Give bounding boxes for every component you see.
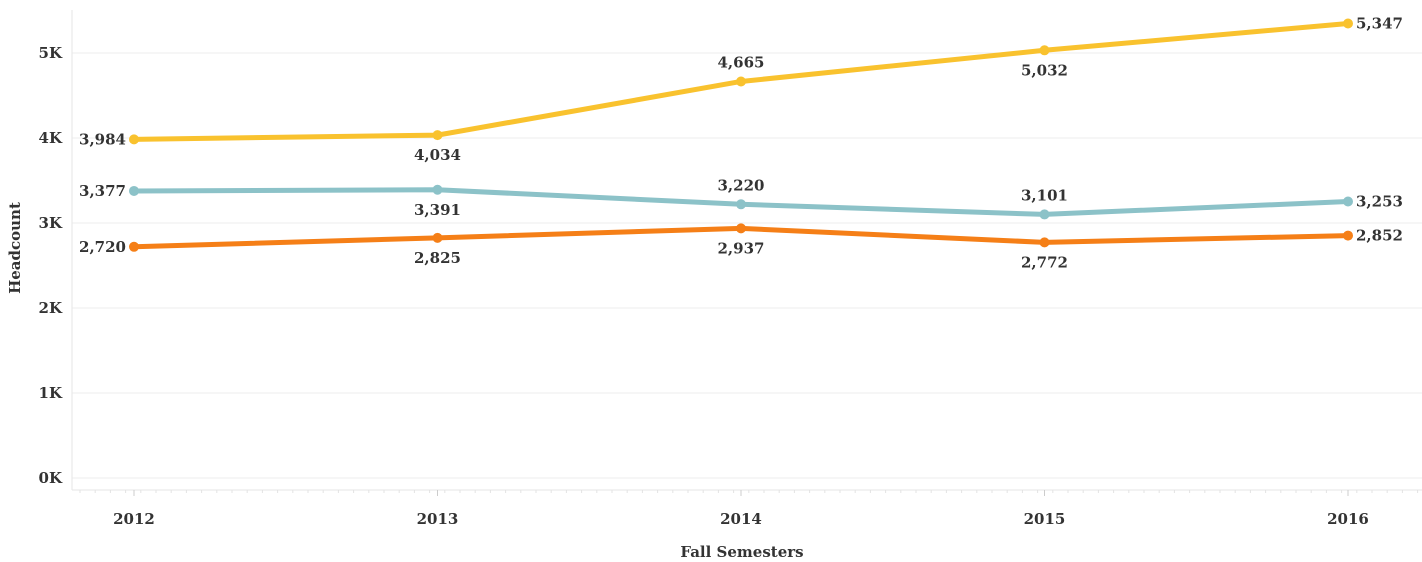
data-labels: 3,984 4,034 4,665 5,032 5,347 3,377 3,391 3,220…: [79, 15, 1403, 272]
data-point: [1343, 18, 1353, 29]
y-tick-label: 2K: [39, 299, 63, 317]
y-tick-label: 1K: [39, 384, 63, 402]
data-label: 3,984: [79, 130, 126, 148]
y-tick-label: 0K: [39, 469, 63, 487]
data-point: [1343, 196, 1353, 207]
x-tick-label: 2016: [1327, 510, 1369, 528]
data-point: [129, 134, 139, 145]
data-label: 3,220: [718, 176, 765, 194]
data-point: [736, 76, 746, 87]
data-label: 3,253: [1356, 192, 1403, 210]
data-point: [1039, 237, 1050, 248]
data-label: 2,772: [1021, 253, 1068, 271]
data-point: [736, 223, 746, 234]
axes: 0K 1K 2K 3K 4K 5K 2012 2013 2014 2015 2016: [39, 10, 1422, 528]
data-label: 4,665: [718, 53, 765, 71]
y-tick-label: 3K: [39, 214, 63, 232]
gridlines: [72, 52, 1422, 479]
data-point: [432, 184, 443, 195]
data-label: 5,347: [1356, 15, 1403, 33]
data-point: [129, 185, 139, 196]
x-tick-label: 2012: [113, 510, 155, 528]
data-point: [129, 241, 139, 252]
data-label: 2,852: [1356, 227, 1403, 245]
data-point: [1039, 209, 1050, 220]
data-label: 3,391: [414, 201, 461, 219]
y-axis-title: Headcount: [6, 202, 24, 294]
data-label: 5,032: [1021, 61, 1068, 79]
x-tick-label: 2013: [417, 510, 459, 528]
data-label: 3,101: [1021, 186, 1068, 204]
data-label: 2,825: [414, 249, 461, 267]
data-label: 4,034: [414, 146, 461, 164]
x-tick-label: 2014: [720, 510, 762, 528]
data-label: 2,937: [718, 239, 765, 257]
data-label: 2,720: [79, 238, 126, 256]
x-tick-label: 2015: [1024, 510, 1066, 528]
x-axis-title: Fall Semesters: [680, 543, 803, 561]
data-point: [736, 199, 746, 210]
data-point: [1039, 45, 1050, 56]
y-tick-label: 4K: [39, 129, 63, 147]
y-tick-label: 5K: [39, 44, 63, 62]
data-point: [432, 130, 443, 141]
data-point: [1343, 230, 1353, 241]
data-label: 3,377: [79, 182, 126, 200]
series-lines: [129, 18, 1353, 252]
data-point: [432, 232, 443, 243]
